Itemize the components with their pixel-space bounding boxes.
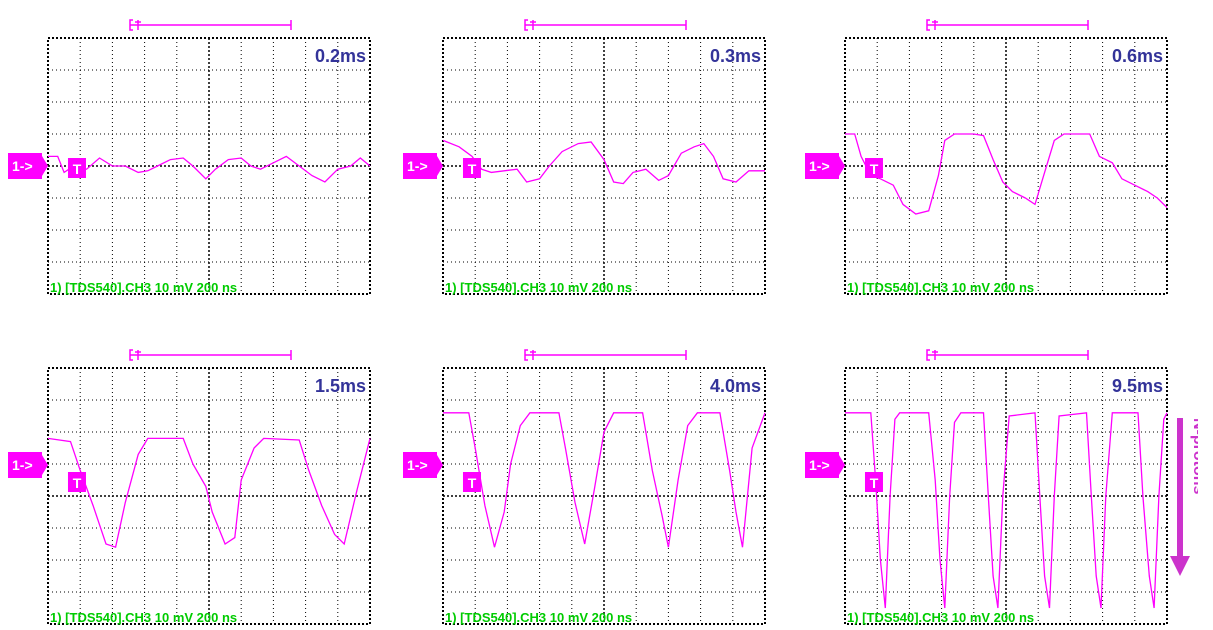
scope-panel-1.5ms: 1-> T 1.5ms 1) [TDS540].CH3 10 mV 200 ns bbox=[0, 338, 372, 630]
channel-footer: 1) [TDS540].CH3 10 mV 200 ns bbox=[445, 610, 632, 625]
scope-svg: 1-> T 9.5ms 1) [TDS540].CH3 10 mV 200 ns bbox=[805, 349, 1168, 625]
n-protons-label: N-protons bbox=[1190, 418, 1198, 495]
channel-ref-marker-arrow bbox=[42, 455, 48, 475]
signal-trace bbox=[845, 133, 1168, 215]
trigger-marker-box bbox=[462, 472, 481, 492]
time-label: 4.0ms bbox=[710, 376, 761, 396]
channel-footer: 1) [TDS540].CH3 10 mV 200 ns bbox=[445, 280, 632, 295]
trigger-window-bracket bbox=[129, 19, 292, 31]
scope-svg: 1-> T 0.2ms 1) [TDS540].CH3 10 mV 200 ns bbox=[8, 19, 371, 295]
scope-panel-4.0ms: 1-> T 4.0ms 1) [TDS540].CH3 10 mV 200 ns bbox=[395, 338, 767, 630]
scope-panel-0.3ms: 1-> T 0.3ms 1) [TDS540].CH3 10 mV 200 ns bbox=[395, 8, 767, 300]
trigger-marker-box bbox=[462, 158, 481, 178]
signal-trace bbox=[47, 437, 371, 549]
signal-trace bbox=[48, 155, 371, 183]
channel-ref-marker-arrow bbox=[839, 156, 845, 176]
trigger-marker-label: T bbox=[870, 161, 879, 177]
trigger-window-bracket bbox=[524, 349, 687, 361]
signal-trace bbox=[442, 139, 765, 185]
trigger-marker-box bbox=[67, 158, 86, 178]
channel-ref-marker-box bbox=[805, 452, 839, 478]
channel-ref-marker-box bbox=[403, 153, 437, 179]
trigger-marker-label: T bbox=[870, 475, 879, 491]
channel-footer: 1) [TDS540].CH3 10 mV 200 ns bbox=[847, 610, 1034, 625]
trigger-window-bracket bbox=[926, 349, 1089, 361]
time-label: 1.5ms bbox=[315, 376, 366, 396]
channel-ref-marker-box bbox=[403, 452, 437, 478]
scope-svg: 1-> T 4.0ms 1) [TDS540].CH3 10 mV 200 ns bbox=[403, 349, 766, 625]
channel-ref-marker-arrow bbox=[839, 455, 845, 475]
channel-ref-marker-label: 1-> bbox=[12, 457, 33, 473]
n-protons-arrow-head bbox=[1170, 556, 1190, 576]
channel-ref-marker-label: 1-> bbox=[12, 158, 33, 174]
scope-svg: 1-> T 1.5ms 1) [TDS540].CH3 10 mV 200 ns bbox=[8, 349, 371, 625]
time-label: 0.2ms bbox=[315, 46, 366, 66]
trigger-window-bracket bbox=[926, 19, 1089, 31]
time-label: 9.5ms bbox=[1112, 376, 1163, 396]
scope-frame bbox=[844, 367, 1168, 625]
channel-ref-marker-arrow bbox=[437, 455, 443, 475]
channel-ref-marker-label: 1-> bbox=[809, 158, 830, 174]
channel-footer: 1) [TDS540].CH3 10 mV 200 ns bbox=[50, 280, 237, 295]
trigger-marker-box bbox=[67, 472, 86, 492]
scope-svg: 1-> T 0.6ms 1) [TDS540].CH3 10 mV 200 ns bbox=[805, 19, 1168, 295]
channel-ref-marker-box bbox=[8, 153, 42, 179]
time-label: 0.3ms bbox=[710, 46, 761, 66]
signal-trace bbox=[443, 412, 766, 548]
scope-frame bbox=[47, 367, 371, 625]
trigger-marker-label: T bbox=[468, 475, 477, 491]
channel-footer: 1) [TDS540].CH3 10 mV 200 ns bbox=[847, 280, 1034, 295]
trigger-marker-label: T bbox=[73, 161, 82, 177]
scope-frame bbox=[442, 367, 766, 625]
scope-panel-0.2ms: 1-> T 0.2ms 1) [TDS540].CH3 10 mV 200 ns bbox=[0, 8, 372, 300]
scope-panel-9.5ms: 1-> T 9.5ms 1) [TDS540].CH3 10 mV 200 ns bbox=[797, 338, 1169, 630]
trigger-window-bracket bbox=[129, 349, 292, 361]
channel-ref-marker-box bbox=[805, 153, 839, 179]
scope-svg: 1-> T 0.3ms 1) [TDS540].CH3 10 mV 200 ns bbox=[403, 19, 766, 295]
channel-ref-marker-label: 1-> bbox=[809, 457, 830, 473]
trigger-marker-label: T bbox=[468, 161, 477, 177]
trigger-marker-box bbox=[864, 158, 883, 178]
trigger-marker-box bbox=[864, 472, 883, 492]
trigger-marker-label: T bbox=[73, 475, 82, 491]
channel-ref-marker-box bbox=[8, 452, 42, 478]
channel-ref-marker-arrow bbox=[437, 156, 443, 176]
n-protons-annotation: N-protons bbox=[1168, 418, 1207, 588]
trigger-window-bracket bbox=[524, 19, 687, 31]
signal-trace bbox=[845, 412, 1168, 609]
channel-ref-marker-label: 1-> bbox=[407, 158, 428, 174]
channel-ref-marker-arrow bbox=[42, 156, 48, 176]
scope-panel-0.6ms: 1-> T 0.6ms 1) [TDS540].CH3 10 mV 200 ns bbox=[797, 8, 1169, 300]
channel-ref-marker-label: 1-> bbox=[407, 457, 428, 473]
channel-footer: 1) [TDS540].CH3 10 mV 200 ns bbox=[50, 610, 237, 625]
time-label: 0.6ms bbox=[1112, 46, 1163, 66]
